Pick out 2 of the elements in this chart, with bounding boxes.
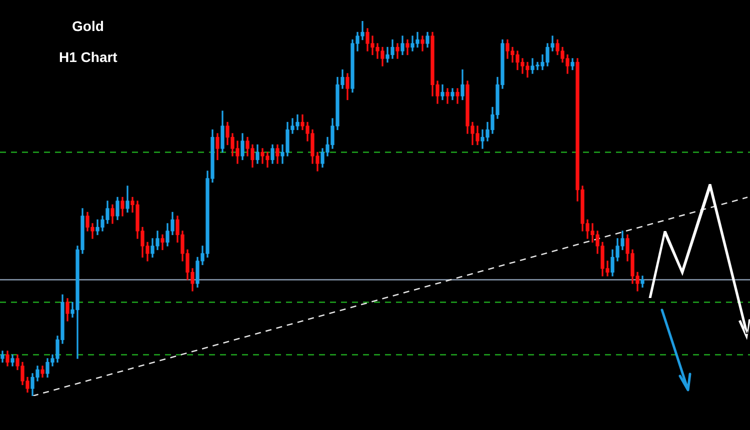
chart-title: Gold bbox=[72, 18, 104, 34]
text: H1 Chart bbox=[59, 49, 118, 65]
